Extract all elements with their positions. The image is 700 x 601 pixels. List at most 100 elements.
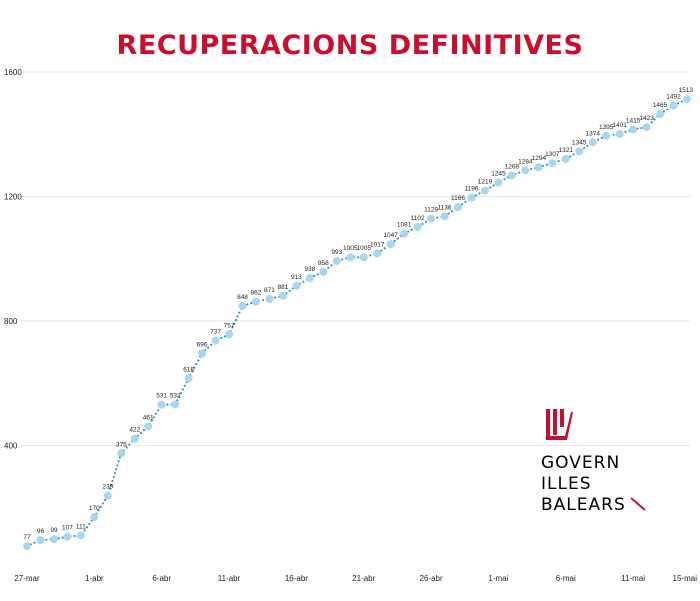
logo-slash-mark: [630, 497, 646, 511]
data-point: [588, 138, 597, 147]
data-point: [211, 336, 220, 345]
data-label: 1284: [518, 158, 533, 165]
data-label: 1268: [505, 163, 520, 170]
data-label: 616: [183, 366, 194, 373]
data-point: [629, 125, 638, 134]
data-label: 1102: [411, 215, 425, 222]
data-label: 1166: [451, 195, 465, 202]
data-point: [171, 400, 180, 409]
y-axis-ticks: 400 800 1200 1600: [4, 68, 22, 451]
data-point: [251, 297, 260, 306]
data-point: [669, 101, 678, 110]
data-label: 532: [170, 392, 181, 399]
series-points: [23, 95, 691, 551]
data-point: [265, 294, 274, 303]
data-point: [332, 256, 341, 265]
data-label: 913: [291, 274, 302, 281]
data-point: [103, 491, 112, 500]
x-tick-label: 1-abr: [85, 574, 104, 583]
data-label: 1423: [639, 115, 654, 122]
data-label: 1465: [653, 102, 668, 109]
logo-line-1: GOVERN: [541, 453, 621, 473]
data-label: 1395: [599, 124, 614, 131]
data-point: [359, 253, 368, 262]
x-tick-label: 11-mai: [621, 574, 645, 583]
data-point: [642, 123, 651, 132]
data-point: [480, 186, 489, 195]
data-label: 1005: [343, 245, 358, 252]
x-tick-label: 11-abr: [218, 574, 241, 583]
data-label: 1196: [464, 186, 478, 193]
data-point: [656, 110, 665, 119]
govern-illes-balears-logo: GOVERN ILLES BALEARS: [541, 408, 661, 518]
data-point: [144, 422, 153, 431]
data-point: [507, 171, 516, 180]
data-point: [117, 449, 126, 458]
data-label: 958: [318, 260, 329, 267]
data-label: 1374: [585, 130, 600, 137]
data-point: [548, 159, 557, 168]
data-label: 881: [277, 284, 288, 291]
data-label: 1294: [532, 155, 547, 162]
data-point: [602, 131, 611, 140]
logo-line-2: ILLES: [541, 474, 592, 494]
data-point: [23, 542, 31, 551]
data-point: [373, 249, 382, 258]
x-tick-label: 1-mai: [488, 574, 508, 583]
data-point: [386, 240, 395, 249]
data-label: 871: [264, 287, 275, 294]
data-label: 1307: [545, 151, 560, 158]
data-label: 1345: [572, 139, 587, 146]
data-label: 375: [116, 441, 127, 448]
data-point: [90, 513, 99, 522]
data-label: 993: [331, 249, 342, 256]
data-point: [292, 281, 301, 290]
data-label: 1321: [559, 147, 574, 154]
data-label: 1081: [397, 222, 412, 229]
data-label: 1017: [370, 241, 385, 248]
data-point: [130, 434, 139, 443]
data-point: [427, 214, 436, 223]
data-label: 1401: [612, 122, 627, 129]
data-label: 461: [143, 415, 154, 422]
data-point: [238, 302, 247, 311]
x-tick-label: 6-abr: [152, 574, 171, 583]
data-label: 77: [23, 534, 31, 541]
data-label: 862: [251, 290, 262, 297]
data-point: [49, 535, 58, 544]
data-point: [467, 193, 476, 202]
grid-lines: [20, 71, 690, 446]
data-point: [494, 178, 503, 187]
data-point: [157, 400, 166, 409]
data-point: [346, 253, 355, 262]
data-label: 170: [89, 505, 100, 512]
data-label: 1047: [383, 232, 398, 239]
data-label: 938: [304, 266, 315, 273]
data-label: 1129: [424, 207, 438, 214]
data-point: [76, 531, 85, 540]
data-label: 696: [197, 341, 208, 348]
data-point: [440, 212, 449, 221]
data-point: [400, 229, 409, 238]
data-label: 96: [37, 528, 45, 535]
coat-of-arms-icon: [546, 409, 573, 440]
data-point: [521, 166, 530, 175]
x-tick-label: 26-abr: [420, 574, 443, 583]
x-tick-label: 15-mai: [673, 574, 698, 583]
data-point: [454, 203, 463, 212]
data-point: [575, 147, 584, 156]
data-point: [534, 163, 543, 172]
data-label: 422: [129, 427, 140, 434]
x-tick-label: 27-mar: [14, 574, 40, 583]
data-label: 1245: [491, 170, 506, 177]
data-point: [319, 267, 328, 276]
data-label: 1492: [666, 94, 681, 101]
y-tick-label: 800: [4, 317, 18, 326]
data-label: 1005: [357, 245, 372, 252]
data-label: 737: [210, 329, 221, 336]
logo-line-3: BALEARS: [541, 495, 626, 515]
data-point: [36, 536, 45, 545]
data-point: [683, 95, 691, 104]
